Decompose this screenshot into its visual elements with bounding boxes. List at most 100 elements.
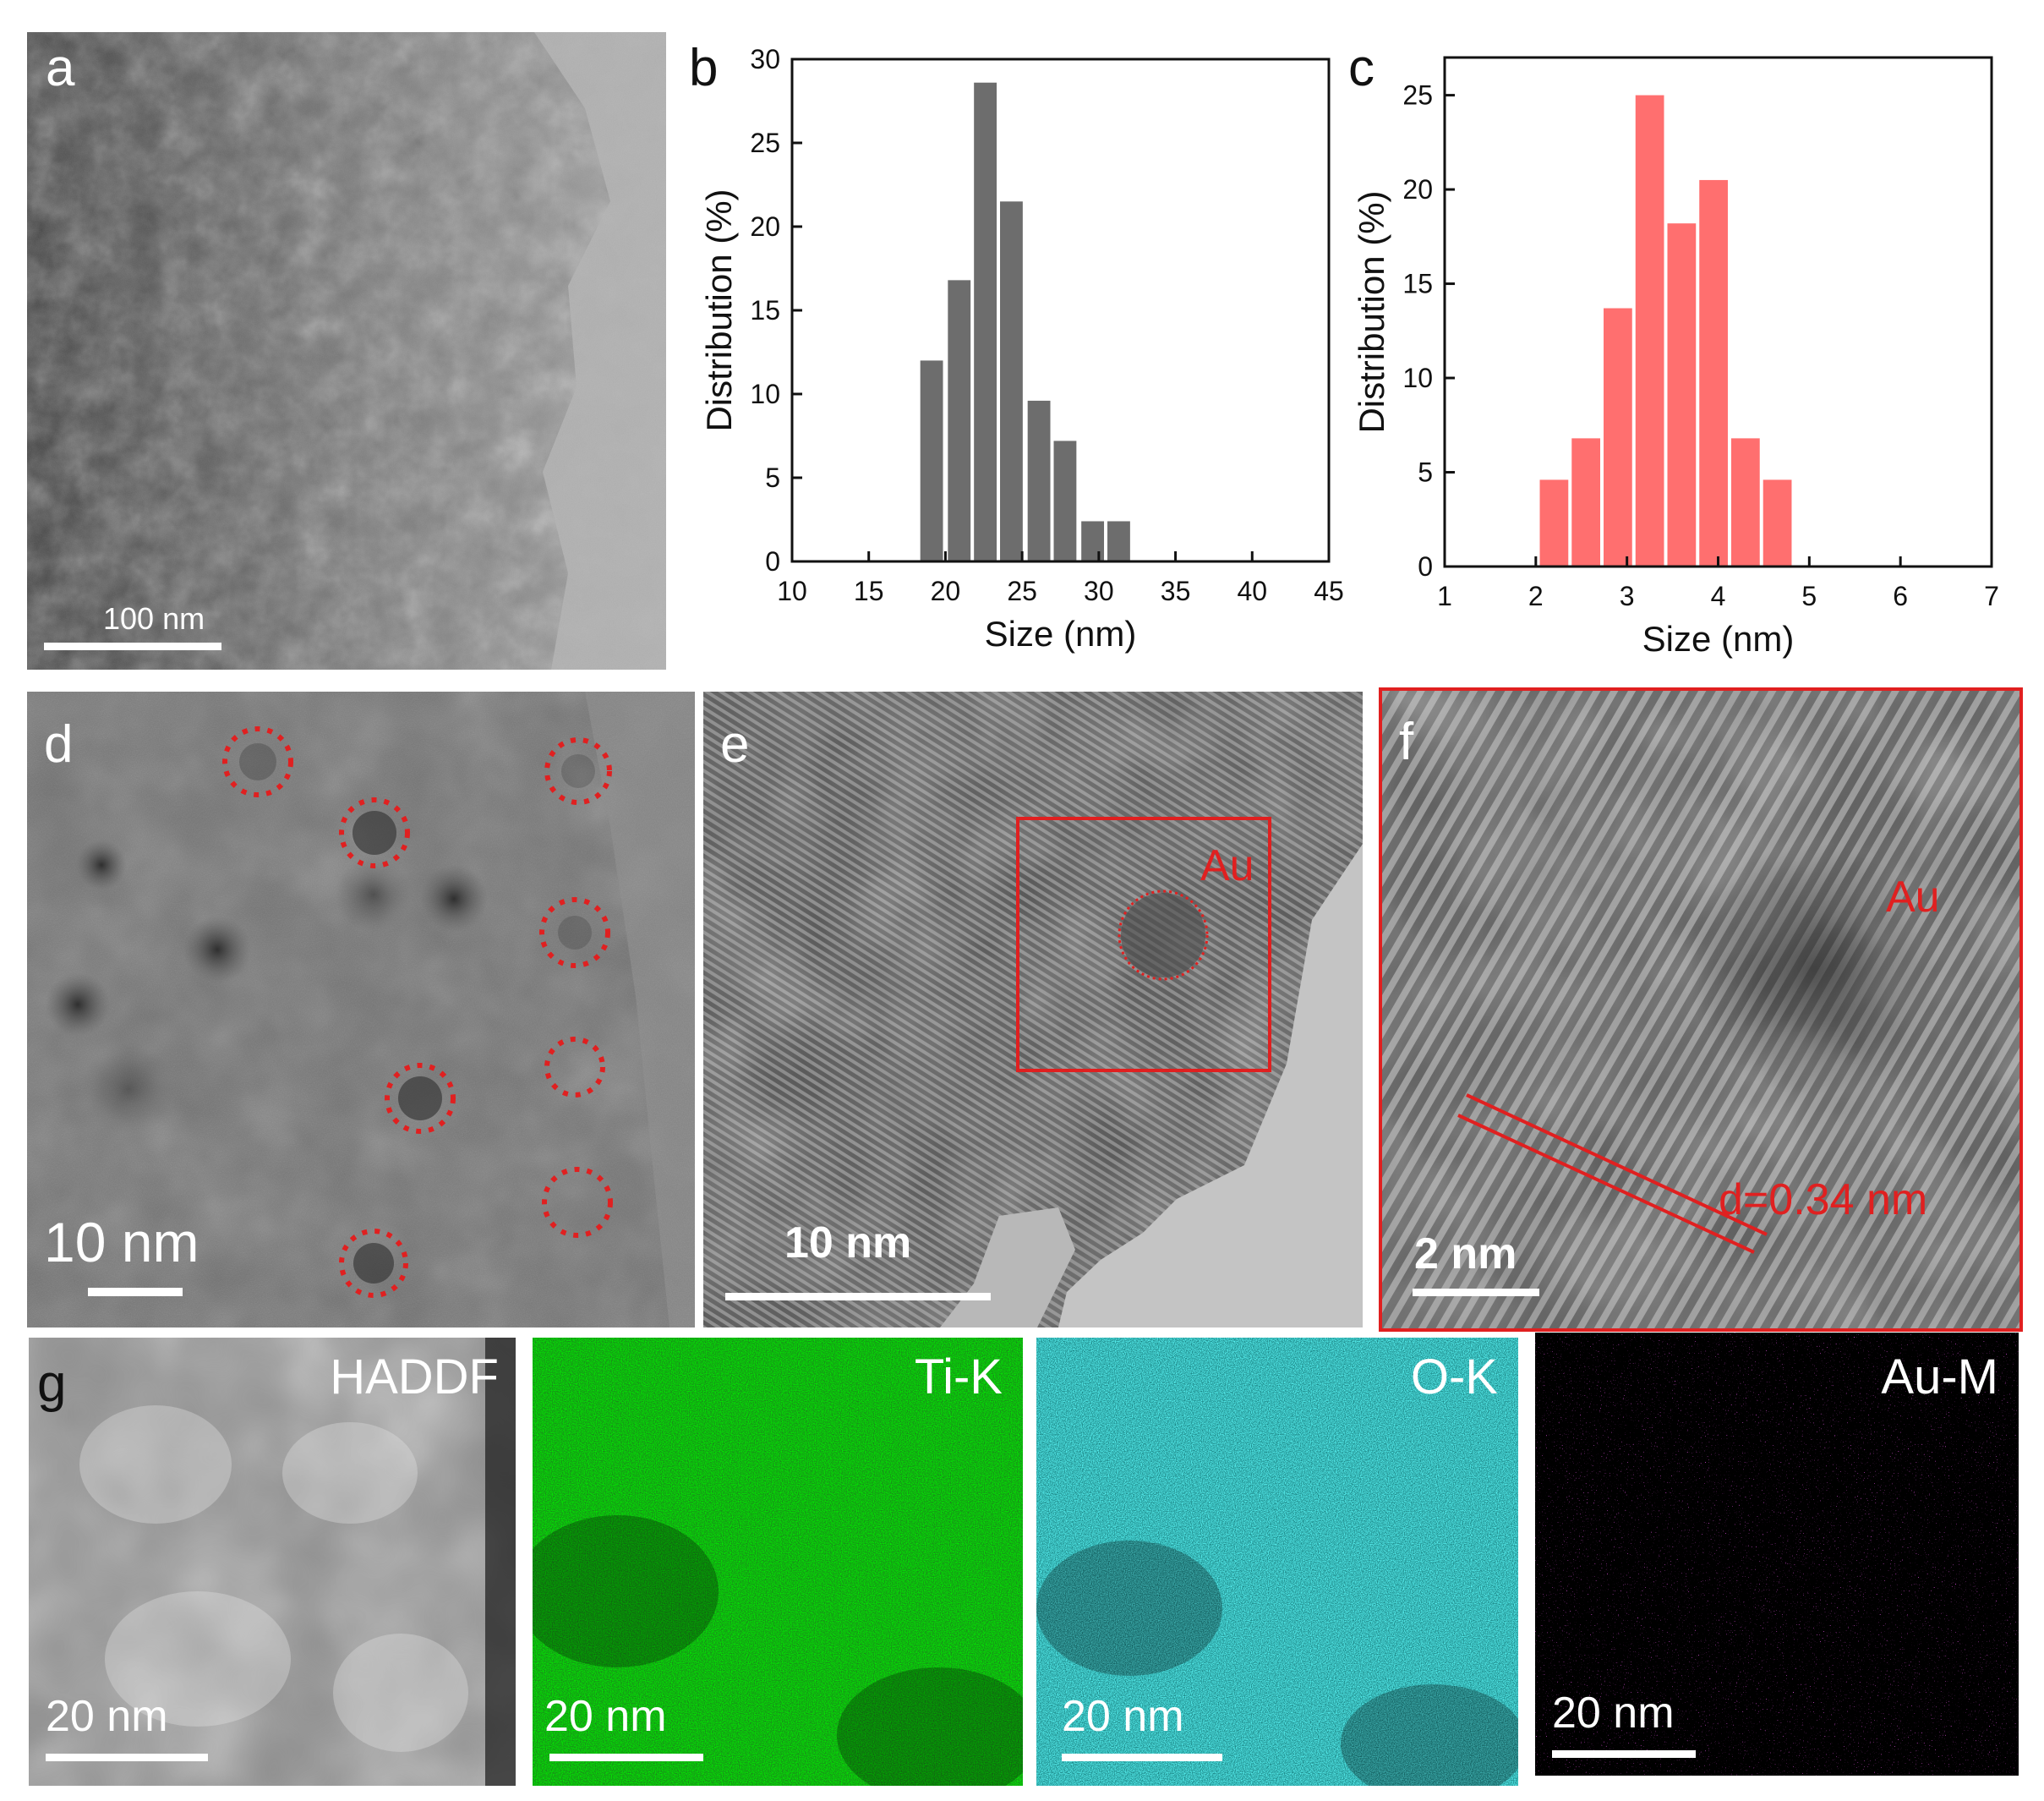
histogram-bar: [1027, 400, 1051, 561]
map-label-au-m: Au-M: [1881, 1349, 1998, 1404]
histogram-bar: [1000, 201, 1023, 562]
scale-label-e: 10 nm: [784, 1218, 912, 1267]
histogram-bar: [1730, 438, 1760, 567]
x-tick-label: 25: [1007, 576, 1037, 606]
x-tick-label: 4: [1711, 581, 1726, 611]
y-tick-label: 20: [1402, 174, 1433, 205]
x-tick-label: 35: [1161, 576, 1191, 606]
scale-bar-o-k: [1062, 1754, 1222, 1761]
au-label-e: Au: [1200, 841, 1254, 890]
panel-letter-d: d: [44, 715, 74, 774]
tem-image-f: [1382, 691, 2019, 1328]
x-tick-label: 15: [854, 576, 884, 606]
y-tick-label: 10: [1402, 363, 1433, 393]
o-k-map: [1036, 1338, 1518, 1786]
x-tick-label: 20: [931, 576, 961, 606]
y-tick-label: 5: [1418, 457, 1433, 488]
map-au-m: Au-M 20 nm: [1535, 1333, 2019, 1776]
histogram-bar: [1667, 223, 1697, 567]
panel-letter-b: b: [689, 39, 719, 97]
panel-letter-c: c: [1348, 39, 1375, 97]
histogram-bar: [1107, 521, 1130, 561]
y-tick-label: 25: [1402, 80, 1433, 111]
y-tick-label: 0: [765, 546, 780, 577]
scale-bar-f: [1413, 1289, 1539, 1296]
au-m-map: [1535, 1333, 2019, 1776]
scale-bar-e: [725, 1293, 991, 1300]
scale-label-o-k: 20 nm: [1062, 1692, 1184, 1741]
scale-bar-d: [88, 1288, 183, 1296]
panel-letter-f: f: [1399, 713, 1414, 771]
lattice-spacing-lines: [1457, 1093, 1768, 1254]
histogram-bar: [1604, 308, 1632, 567]
map-label-o-k: O-K: [1410, 1349, 1498, 1404]
panel-e-tem-image: e Au 10 nm: [703, 692, 1363, 1327]
y-tick-label: 10: [750, 379, 780, 409]
y-tick-label: 20: [750, 211, 780, 242]
scale-bar-ti-k: [549, 1754, 703, 1761]
y-tick-label: 15: [750, 295, 780, 326]
histogram-bar: [948, 280, 971, 561]
panel-f-tem-image: f Au d=0.34 nm 2 nm: [1379, 687, 2023, 1332]
panel-a-tem-image: a 100 nm: [27, 32, 666, 670]
x-tick-label: 3: [1620, 581, 1635, 611]
scale-bar-a: [44, 643, 221, 650]
scale-label-haddf: 20 nm: [46, 1692, 168, 1741]
y-tick-label: 25: [750, 128, 780, 158]
y-tick-label: 0: [1418, 551, 1433, 582]
y-axis-label: Distribution (%): [1352, 190, 1391, 433]
scale-label-f: 2 nm: [1414, 1229, 1517, 1278]
panel-c-histogram: 1 2 3 4 5 6 7 0 5 10 15 20 25 Size (nm) Distribution (…: [1336, 25, 2029, 685]
panel-b-histogram: 10 15 20 25 30 35 40 45 0 5 10 15 20 25 30 Size (nm) Dis…: [676, 25, 1353, 685]
scale-bar-haddf: [46, 1754, 208, 1761]
scale-label-d: 10 nm: [44, 1211, 199, 1273]
panel-letter-a: a: [46, 39, 75, 97]
y-axis-label: Distribution (%): [699, 189, 739, 431]
map-label-ti-k: Ti-K: [914, 1349, 1003, 1404]
histogram-bar: [1699, 179, 1728, 567]
panel-d-tem-image: d 10 nm: [27, 692, 695, 1327]
y-tick-label: 15: [1402, 269, 1433, 299]
x-tick-label: 40: [1237, 576, 1267, 606]
x-axis-label: Size (nm): [985, 614, 1137, 654]
map-ti-k: Ti-K 20 nm: [533, 1338, 1023, 1786]
histogram-bar: [1053, 441, 1077, 561]
histogram-bar: [1571, 438, 1601, 567]
histogram-bar: [1081, 521, 1105, 561]
histogram-bar: [1635, 95, 1664, 567]
x-tick-label: 5: [1801, 581, 1817, 611]
map-haddf: HADDF 20 nm: [29, 1338, 516, 1786]
y-tick-label: 30: [750, 44, 780, 74]
au-region-box: [1016, 817, 1271, 1072]
scale-bar-au-m: [1552, 1750, 1696, 1758]
x-tick-label: 45: [1314, 576, 1344, 606]
tem-image-d: [27, 692, 695, 1327]
x-tick-label: 1: [1437, 581, 1452, 611]
y-tick-label: 5: [765, 463, 780, 493]
x-tick-label: 10: [777, 576, 807, 606]
histogram-bar: [920, 360, 943, 561]
d-spacing-label: d=0.34 nm: [1719, 1175, 1928, 1224]
map-label-haddf: HADDF: [330, 1349, 499, 1404]
x-tick-label: 2: [1528, 581, 1544, 611]
map-o-k: O-K 20 nm: [1036, 1338, 1518, 1786]
x-tick-label: 6: [1893, 581, 1908, 611]
tem-image-e: [703, 692, 1363, 1327]
scale-label-au-m: 20 nm: [1552, 1689, 1675, 1738]
scale-label-a: 100 nm: [103, 601, 205, 636]
au-label-f: Au: [1886, 873, 1940, 922]
scale-label-ti-k: 20 nm: [544, 1692, 667, 1741]
histogram-bar: [1539, 479, 1569, 567]
nanoparticle-circles: [222, 726, 613, 1298]
x-tick-label: 7: [1984, 581, 1999, 611]
histogram-bar: [974, 82, 997, 562]
x-axis-label: Size (nm): [1642, 619, 1795, 659]
histogram-c: 1 2 3 4 5 6 7 0 5 10 15 20 25 Size (nm) Distribution (…: [1352, 56, 1999, 659]
ti-k-map: [533, 1338, 1023, 1786]
panel-letter-g: g: [37, 1355, 67, 1413]
haddf-image: [29, 1338, 516, 1786]
histogram-b: 10 15 20 25 30 35 40 45 0 5 10 15 20 25 30 Size (nm) Dis…: [699, 44, 1344, 654]
panel-letter-e: e: [720, 715, 750, 774]
histogram-bar: [1763, 479, 1792, 567]
x-tick-label: 30: [1084, 576, 1114, 606]
